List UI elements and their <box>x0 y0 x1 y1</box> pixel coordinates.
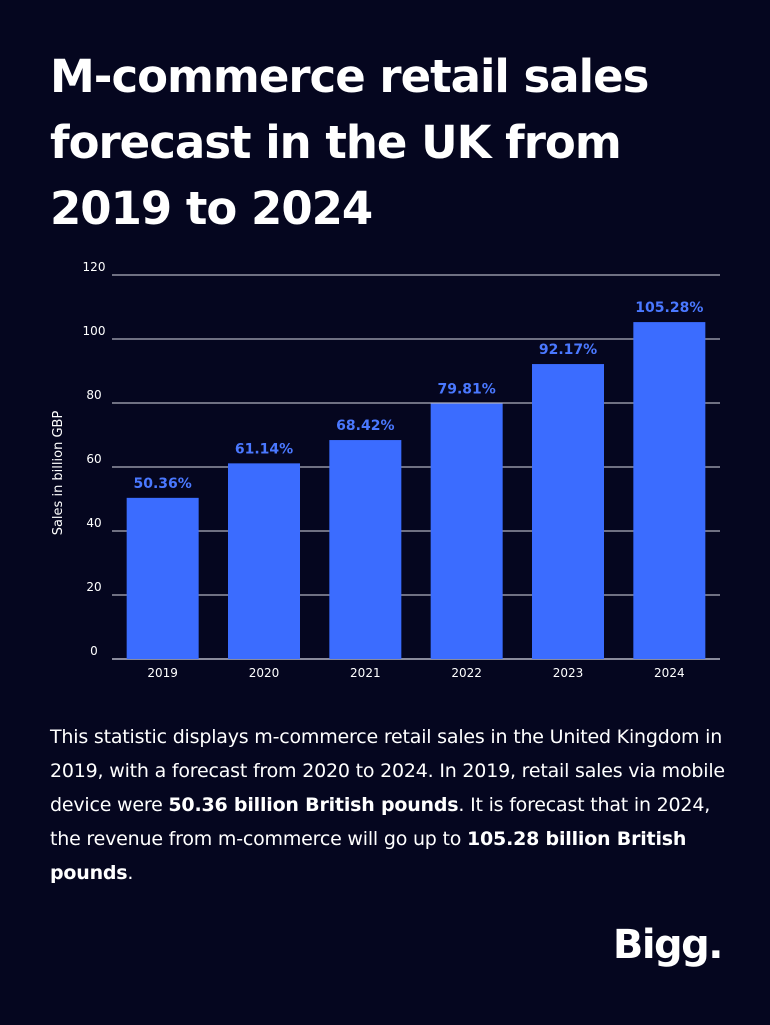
bar-2024 <box>633 322 706 659</box>
bigg-logo: Bigg. <box>612 922 724 968</box>
description-intro: This statistic displays m-commerce retai… <box>50 726 725 816</box>
x-tick-label-2024: 2024 <box>654 666 685 680</box>
description-highlight-end: 105.28 billion British pounds <box>50 828 687 884</box>
chart-title: M-commerce retail sales forecast in the … <box>50 50 649 235</box>
description-end: . <box>127 862 134 884</box>
data-label-2024: 105.28% <box>635 300 703 316</box>
description-middle: . It is forecast that in 2024, the reven… <box>50 794 711 850</box>
y-tick-label: 100 <box>83 324 106 338</box>
data-label-2020: 61.14% <box>235 441 293 457</box>
y-tick-label: 120 <box>83 260 106 274</box>
y-tick-label: 0 <box>90 644 98 658</box>
gridlines <box>112 274 720 660</box>
bar-2021 <box>329 440 402 659</box>
y-tick-label: 60 <box>86 452 101 466</box>
data-label-2022: 79.81% <box>438 382 496 398</box>
x-tick-label-2021: 2021 <box>350 666 381 680</box>
x-tick-label-2019: 2019 <box>147 666 178 680</box>
bar-2019 <box>126 497 199 659</box>
y-axis-label: Sales in billion GBP <box>51 411 66 536</box>
y-tick-label: 40 <box>86 516 101 530</box>
y-tick-label: 20 <box>86 580 101 594</box>
description-highlight-start: 50.36 billion British pounds <box>168 794 459 816</box>
data-label-2019: 50.36% <box>134 476 192 492</box>
x-tick-label-2023: 2023 <box>553 666 584 680</box>
bar-2022 <box>430 403 503 659</box>
bars <box>126 322 706 659</box>
y-tick-label: 80 <box>86 388 101 402</box>
bar-2020 <box>228 463 300 659</box>
data-label-2021: 68.42% <box>336 418 394 434</box>
description-text: This statistic displays m-commerce retai… <box>50 720 740 890</box>
bar-2023 <box>532 364 604 659</box>
x-tick-label-2020: 2020 <box>249 666 280 680</box>
x-axis-ticks: 2019 2020 2021 2022 2023 2024 <box>147 666 684 680</box>
bar-chart: 0 20 40 60 80 100 120 50.36% 61.14% 68.42% 79.81%… <box>51 260 720 680</box>
data-labels: 50.36% 61.14% 68.42% 79.81% 92.17% 105.28% <box>134 300 704 492</box>
x-tick-label-2022: 2022 <box>451 666 482 680</box>
data-label-2023: 92.17% <box>539 342 597 358</box>
y-axis-ticks: 0 20 40 60 80 100 120 <box>83 260 106 658</box>
